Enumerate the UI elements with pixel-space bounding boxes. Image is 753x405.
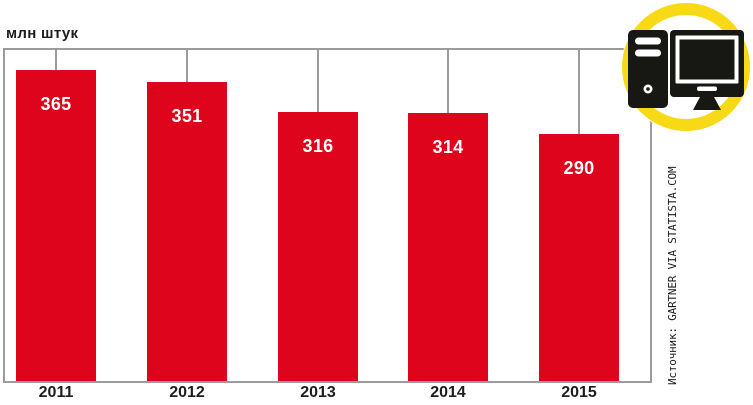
tower-slot-icon: [635, 37, 661, 45]
bar-2012: 351: [147, 82, 227, 381]
year-label-2015: 2015: [561, 384, 597, 401]
bar-drop-line: [447, 50, 449, 113]
year-label-2011: 2011: [38, 384, 74, 401]
bar-drop-line: [55, 50, 57, 70]
computer-glyph: [628, 30, 744, 110]
year-label-2014: 2014: [430, 384, 466, 401]
bar-value-label: 365: [40, 94, 72, 114]
bar-2013: 316: [278, 112, 358, 381]
bar-drop-line: [317, 50, 319, 112]
year-label-2013: 2013: [300, 384, 336, 401]
bar-2015: 290: [539, 134, 619, 381]
bar-2011: 365: [16, 70, 96, 381]
monitor-slot-icon: [697, 86, 717, 91]
source-credit: Источник: GARTNER VIA STATISTA.COM: [666, 166, 679, 385]
bar-drop-line: [186, 50, 188, 82]
monitor-stand-icon: [693, 97, 721, 110]
unit-axis-label: млн штук: [6, 25, 79, 42]
tower-case-icon: [628, 30, 668, 108]
year-label-2012: 2012: [169, 384, 205, 401]
bar-value-label: 351: [171, 106, 203, 126]
monitor-screen-icon: [679, 39, 735, 80]
chart-plot-area: 365 351 316 314 290: [3, 48, 652, 383]
bar-value-label: 314: [432, 137, 464, 157]
bar-drop-line: [578, 50, 580, 134]
desktop-computer-icon: [621, 2, 751, 132]
power-button-dot-icon: [646, 87, 650, 91]
tower-slot-icon: [635, 49, 661, 57]
bar-value-label: 290: [563, 158, 595, 178]
bar-value-label: 316: [302, 136, 334, 156]
bar-2014: 314: [408, 113, 488, 381]
